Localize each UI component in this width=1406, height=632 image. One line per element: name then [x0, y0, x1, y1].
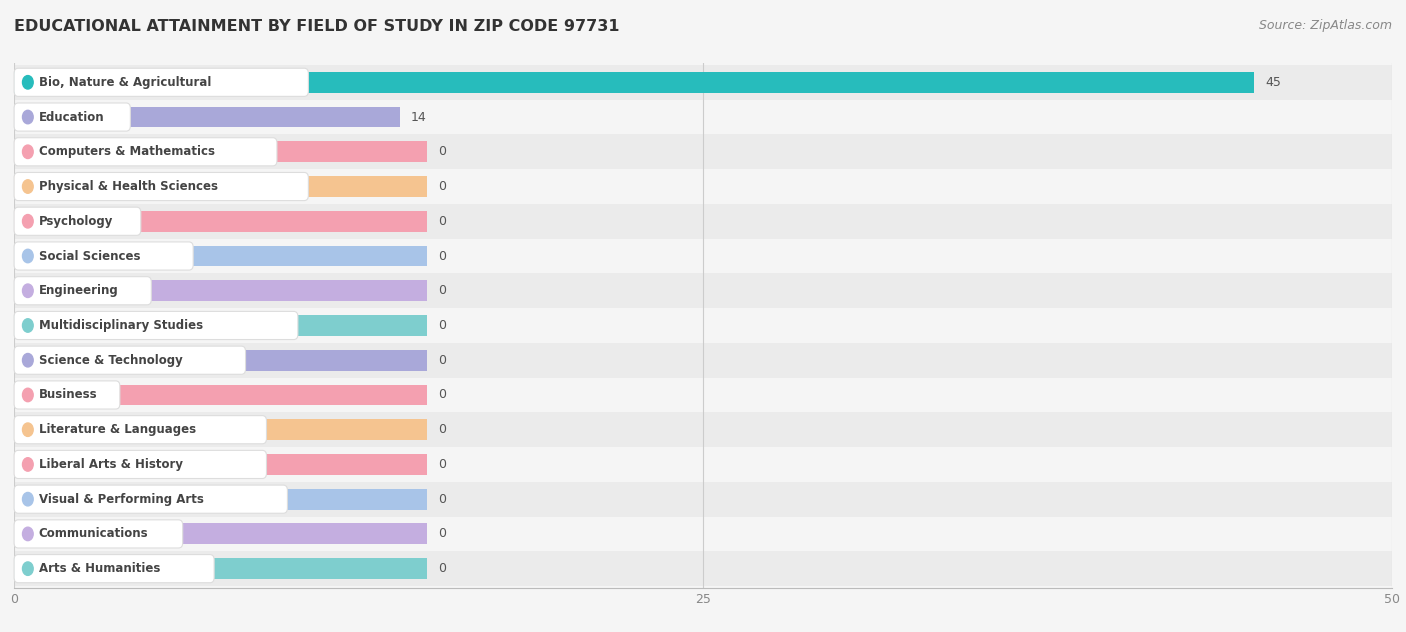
Bar: [14, 239, 1392, 274]
Bar: [14, 384, 427, 405]
FancyBboxPatch shape: [14, 138, 277, 166]
Circle shape: [22, 249, 34, 263]
Text: 0: 0: [439, 250, 447, 262]
Text: 0: 0: [439, 215, 447, 228]
Text: Source: ZipAtlas.com: Source: ZipAtlas.com: [1258, 19, 1392, 32]
Bar: [14, 349, 427, 370]
Text: Physical & Health Sciences: Physical & Health Sciences: [39, 180, 218, 193]
Bar: [14, 135, 1392, 169]
Bar: [14, 142, 427, 162]
Circle shape: [22, 284, 34, 298]
FancyBboxPatch shape: [14, 173, 308, 200]
Text: Communications: Communications: [39, 528, 149, 540]
Circle shape: [22, 111, 34, 124]
FancyBboxPatch shape: [14, 277, 152, 305]
Text: 0: 0: [439, 180, 447, 193]
Bar: [14, 315, 427, 336]
FancyBboxPatch shape: [14, 555, 214, 583]
Text: 0: 0: [439, 528, 447, 540]
Circle shape: [22, 527, 34, 540]
FancyBboxPatch shape: [14, 312, 298, 339]
Text: Visual & Performing Arts: Visual & Performing Arts: [39, 493, 204, 506]
Bar: [14, 482, 1392, 516]
FancyBboxPatch shape: [14, 103, 131, 131]
Text: 0: 0: [439, 493, 447, 506]
FancyBboxPatch shape: [14, 381, 120, 409]
FancyBboxPatch shape: [14, 207, 141, 235]
Text: Social Sciences: Social Sciences: [39, 250, 141, 262]
Text: 0: 0: [439, 284, 447, 297]
Text: Literature & Languages: Literature & Languages: [39, 423, 195, 436]
Bar: [14, 211, 427, 232]
FancyBboxPatch shape: [14, 520, 183, 548]
Bar: [14, 176, 427, 197]
FancyBboxPatch shape: [14, 451, 267, 478]
Bar: [14, 65, 1392, 100]
Bar: [14, 412, 1392, 447]
FancyBboxPatch shape: [14, 485, 287, 513]
Bar: [14, 343, 1392, 377]
Bar: [14, 308, 1392, 343]
Text: Bio, Nature & Agricultural: Bio, Nature & Agricultural: [39, 76, 211, 89]
Bar: [14, 377, 1392, 412]
Circle shape: [22, 492, 34, 506]
Text: Multidisciplinary Studies: Multidisciplinary Studies: [39, 319, 202, 332]
Text: Education: Education: [39, 111, 104, 123]
Text: 45: 45: [1265, 76, 1281, 89]
Circle shape: [22, 179, 34, 193]
Text: 0: 0: [439, 145, 447, 158]
Text: Computers & Mathematics: Computers & Mathematics: [39, 145, 215, 158]
Circle shape: [22, 388, 34, 402]
Circle shape: [22, 562, 34, 575]
Circle shape: [22, 214, 34, 228]
Text: Psychology: Psychology: [39, 215, 114, 228]
FancyBboxPatch shape: [14, 242, 193, 270]
Bar: [14, 523, 427, 544]
Text: Liberal Arts & History: Liberal Arts & History: [39, 458, 183, 471]
FancyBboxPatch shape: [14, 346, 246, 374]
Bar: [14, 551, 1392, 586]
Circle shape: [22, 319, 34, 332]
FancyBboxPatch shape: [14, 68, 308, 96]
FancyBboxPatch shape: [14, 416, 267, 444]
Text: 14: 14: [411, 111, 426, 123]
Bar: [14, 72, 1254, 93]
Text: Science & Technology: Science & Technology: [39, 354, 183, 367]
Circle shape: [22, 353, 34, 367]
Circle shape: [22, 76, 34, 89]
Text: Arts & Humanities: Arts & Humanities: [39, 562, 160, 575]
Circle shape: [22, 458, 34, 471]
Text: 0: 0: [439, 562, 447, 575]
Bar: [14, 516, 1392, 551]
Bar: [14, 447, 1392, 482]
Text: 0: 0: [439, 319, 447, 332]
Bar: [14, 100, 1392, 135]
Bar: [14, 204, 1392, 239]
Bar: [14, 246, 427, 267]
Text: 0: 0: [439, 423, 447, 436]
Bar: [14, 419, 427, 440]
Bar: [14, 107, 399, 128]
Bar: [14, 281, 427, 301]
Bar: [14, 558, 427, 579]
Bar: [14, 489, 427, 509]
Text: 0: 0: [439, 458, 447, 471]
Bar: [14, 274, 1392, 308]
Bar: [14, 169, 1392, 204]
Bar: [14, 454, 427, 475]
Text: Engineering: Engineering: [39, 284, 118, 297]
Text: 0: 0: [439, 354, 447, 367]
Text: 0: 0: [439, 389, 447, 401]
Circle shape: [22, 423, 34, 437]
Circle shape: [22, 145, 34, 159]
Text: Business: Business: [39, 389, 97, 401]
Text: EDUCATIONAL ATTAINMENT BY FIELD OF STUDY IN ZIP CODE 97731: EDUCATIONAL ATTAINMENT BY FIELD OF STUDY…: [14, 19, 620, 34]
